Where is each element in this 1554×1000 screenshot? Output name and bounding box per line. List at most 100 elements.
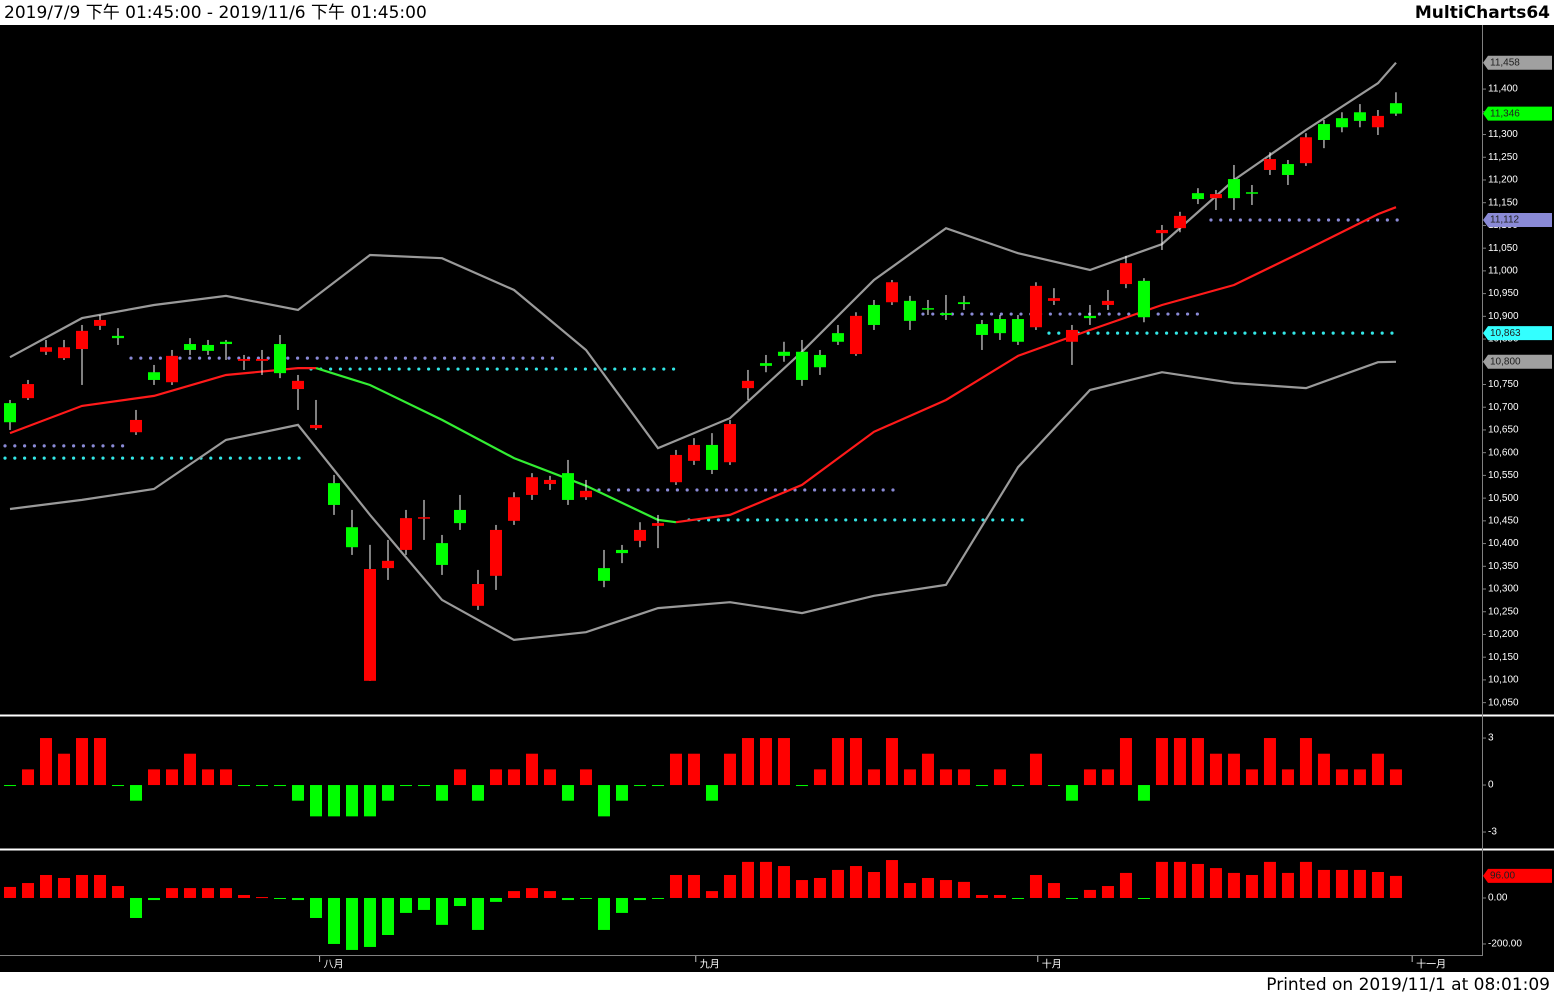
candle-body: [112, 335, 125, 339]
histogram-bar: [1155, 738, 1168, 786]
histogram-bar: [795, 880, 808, 898]
histogram-bar: [939, 880, 952, 898]
histogram-bar: [1245, 769, 1258, 786]
candle-body: [705, 444, 718, 470]
indicator-line: [675, 206, 1397, 524]
candle-body: [1263, 159, 1276, 170]
histogram-bar: [381, 785, 394, 801]
indicator-lines: [9, 61, 1397, 642]
candle-body: [1209, 194, 1222, 199]
candle-body: [543, 479, 556, 485]
histogram-bar: [1299, 861, 1312, 898]
histogram-bar: [543, 769, 556, 786]
candle-body: [597, 568, 610, 581]
histogram-bar: [489, 769, 502, 786]
candle-body: [1047, 298, 1060, 301]
candle-body: [615, 549, 628, 554]
price-tag-label: 96.00: [1490, 871, 1515, 882]
candle-body: [669, 454, 682, 483]
candle-body: [1173, 215, 1186, 229]
print-info: Printed on 2019/11/1 at 08:01:09: [1266, 975, 1550, 995]
x-tick-label: 十月: [1042, 958, 1062, 971]
histogram-bar: [417, 897, 430, 910]
histogram-bar: [40, 874, 53, 898]
histogram-bar: [723, 874, 736, 898]
candle-body: [849, 315, 862, 355]
candle-body: [273, 344, 286, 374]
histogram-bar: [1173, 861, 1186, 898]
histogram-bar: [130, 785, 143, 801]
histogram-bar: [166, 888, 179, 898]
candle-body: [759, 363, 772, 366]
histogram-bar: [94, 738, 107, 786]
histogram-bar: [291, 897, 304, 901]
y-tick-label: 10,600: [1488, 447, 1519, 458]
y-tick-label: 10,400: [1488, 538, 1519, 549]
price-tag: [1483, 212, 1552, 227]
y-tick-label: 10,650: [1488, 425, 1519, 436]
histogram-bar: [1317, 753, 1330, 786]
histogram-bar: [255, 897, 268, 899]
histogram-bar: [345, 785, 358, 817]
histogram-bar: [1011, 897, 1024, 899]
histogram-bar: [1083, 889, 1096, 898]
histogram-bar: [795, 785, 808, 787]
histogram-bar: [759, 861, 772, 898]
y-tick-label: 10,350: [1488, 561, 1519, 572]
histogram-bar: [1119, 738, 1132, 786]
indicator-line: [9, 61, 1397, 450]
candle-body: [867, 304, 880, 325]
histogram-bar: [1191, 738, 1204, 786]
histogram-bar: [1155, 861, 1168, 898]
candle-body: [651, 523, 664, 526]
candle-body: [291, 380, 304, 390]
candle-body: [525, 477, 538, 495]
candle-body: [238, 359, 251, 361]
x-tick-label: 八月: [324, 959, 344, 971]
histogram-bar: [705, 891, 718, 898]
histogram-bar: [957, 881, 970, 898]
histogram-bar: [723, 753, 736, 786]
price-tag: [1483, 326, 1552, 341]
y-tick-label: 11,000: [1488, 266, 1518, 277]
histogram-bar: [849, 738, 862, 786]
candle-body: [184, 344, 197, 350]
candle-body: [1065, 329, 1078, 342]
histogram-bar: [220, 769, 233, 786]
histogram-bar: [238, 894, 251, 898]
x-tick-label: 十一月: [1416, 958, 1446, 971]
y-tick-label: 11,200: [1488, 175, 1518, 186]
histogram-bar: [112, 785, 125, 787]
candle-body: [4, 403, 17, 423]
histogram-bar: [813, 769, 826, 786]
histogram-bar: [1335, 869, 1348, 898]
candle-body: [399, 518, 412, 550]
histogram-bar: [327, 897, 340, 944]
histogram-bar: [399, 897, 412, 913]
histogram-bar: [687, 753, 700, 786]
y-tick-label: 11,050: [1488, 243, 1518, 254]
histogram-bar: [543, 891, 556, 898]
y-tick-label: 10,200: [1488, 629, 1519, 640]
candle-body: [1227, 179, 1240, 199]
candle-body: [453, 509, 466, 524]
histogram-bar: [525, 888, 538, 898]
y-tick-label: 10,750: [1488, 379, 1519, 390]
candle-body: [723, 424, 736, 463]
histogram-bar: [1371, 872, 1384, 898]
candle-body: [327, 483, 340, 505]
histogram-bar: [1389, 769, 1402, 786]
candle-body: [1281, 164, 1294, 175]
histogram-bar: [1101, 886, 1114, 898]
histogram-bar: [669, 753, 682, 786]
candle-body: [22, 384, 35, 399]
histogram-bar: [867, 872, 880, 898]
histogram-bar: [94, 874, 107, 898]
candle-body: [885, 282, 898, 303]
histogram-bar: [1263, 738, 1276, 786]
histogram-bar: [1317, 869, 1330, 898]
candle-body: [813, 354, 826, 368]
price-tag: [1483, 868, 1552, 883]
histogram-bar: [633, 785, 646, 787]
footer-bar: [0, 972, 1554, 996]
